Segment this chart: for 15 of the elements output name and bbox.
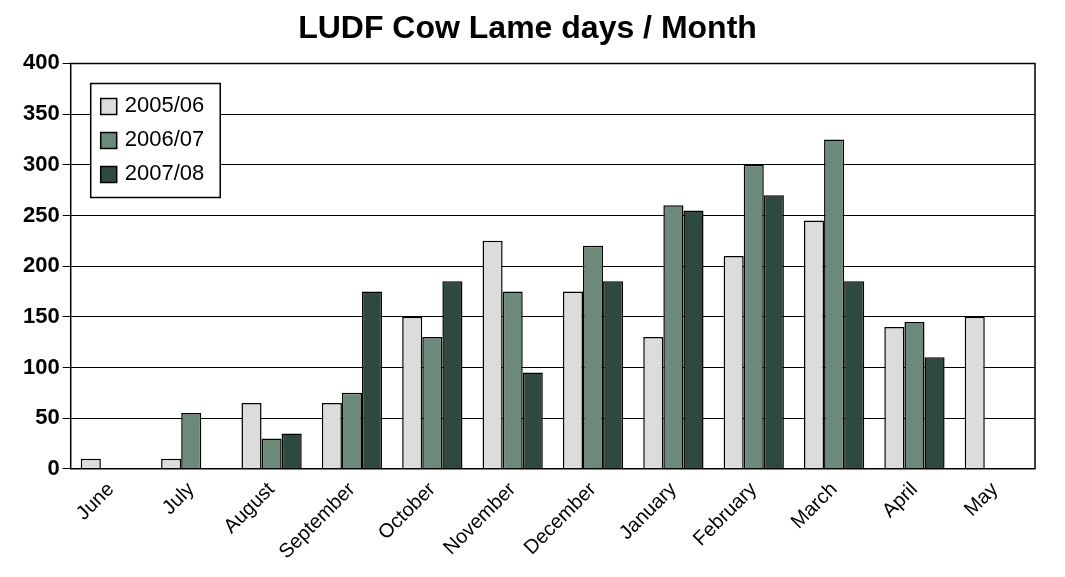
y-tick-label: 0 xyxy=(47,454,60,480)
y-tick-label: 350 xyxy=(22,100,60,126)
chart-title: LUDF Cow Lame days / Month xyxy=(298,9,757,46)
legend-label: 2006/07 xyxy=(124,126,205,152)
legend-label: 2005/06 xyxy=(124,92,205,118)
y-tick-label: 400 xyxy=(22,49,60,75)
y-tick-label: 100 xyxy=(22,353,60,379)
y-tick-label: 50 xyxy=(35,404,60,430)
y-tick-label: 150 xyxy=(22,302,60,328)
x-tick-label: May xyxy=(959,477,1002,520)
legend-label: 2007/08 xyxy=(124,160,205,186)
y-tick-label: 200 xyxy=(22,252,60,278)
y-tick-label: 250 xyxy=(22,201,60,227)
x-tick-label: July xyxy=(157,477,198,519)
y-tick-label: 300 xyxy=(22,150,60,176)
